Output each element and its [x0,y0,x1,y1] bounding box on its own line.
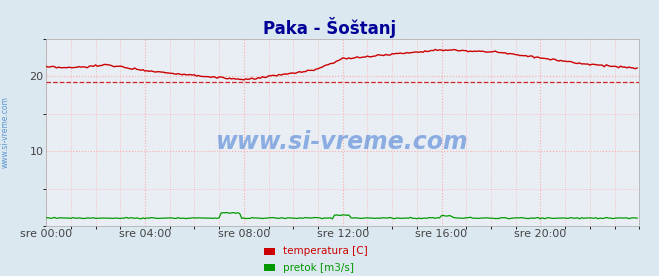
Text: www.si-vreme.com: www.si-vreme.com [216,130,469,154]
Text: Paka - Šoštanj: Paka - Šoštanj [263,17,396,38]
Text: temperatura [C]: temperatura [C] [283,246,368,256]
Text: www.si-vreme.com: www.si-vreme.com [1,97,10,168]
Text: pretok [m3/s]: pretok [m3/s] [283,263,355,273]
